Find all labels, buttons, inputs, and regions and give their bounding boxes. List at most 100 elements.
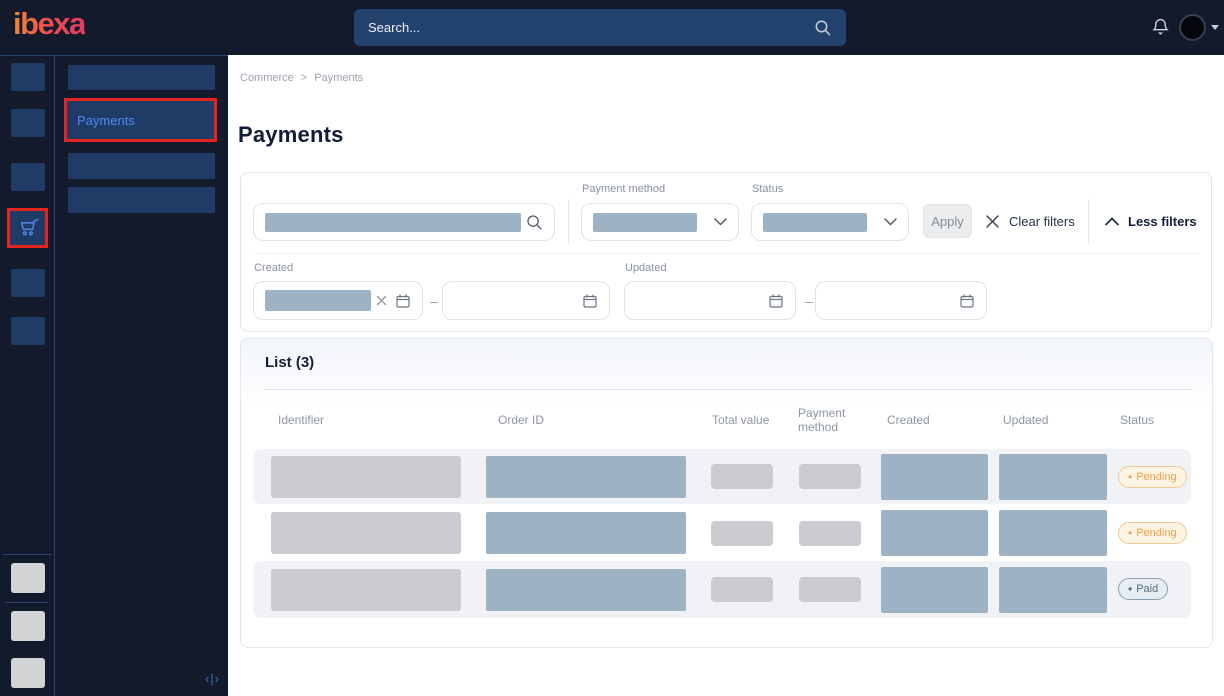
nav-icon-placeholder-3[interactable] <box>11 163 45 191</box>
updated-to-input[interactable] <box>815 281 987 320</box>
clear-filters-label: Clear filters <box>1009 213 1075 229</box>
redacted-created-from-value <box>265 290 371 311</box>
payment-method-select[interactable] <box>581 203 739 241</box>
payment-method-label: Payment method <box>582 183 666 195</box>
redacted-order-id <box>486 512 686 554</box>
column-header-created: Created <box>887 413 930 427</box>
created-to-input[interactable] <box>442 281 610 320</box>
chevron-up-icon <box>1105 216 1119 226</box>
less-filters-label: Less filters <box>1128 213 1197 229</box>
status-dot: • <box>1128 470 1133 484</box>
rail-bottom-button-2[interactable] <box>11 611 45 641</box>
menu-item-payments[interactable]: Payments <box>64 98 217 142</box>
chevron-down-icon <box>714 218 727 226</box>
nav-icon-placeholder-1[interactable] <box>11 63 45 91</box>
calendar-icon[interactable] <box>395 293 411 309</box>
filter-search-input[interactable] <box>253 203 555 241</box>
brand-logo[interactable]: ibexa <box>13 6 86 41</box>
redacted-total-value <box>711 521 773 546</box>
redacted-identifier <box>271 512 461 554</box>
redacted-payment-method <box>799 464 861 489</box>
calendar-icon[interactable] <box>768 293 784 309</box>
user-avatar[interactable] <box>1179 14 1206 41</box>
sidebar-collapse-icon: ‹|› <box>204 671 220 686</box>
redacted-updated <box>999 510 1107 556</box>
redacted-identifier <box>271 456 461 498</box>
payments-list-panel: List (3) Identifier Order ID Total value… <box>240 338 1213 648</box>
global-search[interactable] <box>354 9 846 46</box>
filter-divider-1 <box>568 199 569 243</box>
search-icon[interactable] <box>814 19 832 37</box>
clear-date-icon[interactable] <box>376 295 387 306</box>
column-header-total-value: Total value <box>712 413 770 427</box>
shopping-cart-icon <box>17 218 39 238</box>
filter-divider-2 <box>1088 199 1089 243</box>
commerce-nav-button[interactable] <box>7 208 48 248</box>
status-label: Pending <box>1136 471 1177 483</box>
status-dot: • <box>1128 526 1133 540</box>
list-heading: List (3) <box>265 354 315 371</box>
icon-rail <box>0 55 55 696</box>
column-header-identifier: Identifier <box>278 413 325 427</box>
nav-icon-placeholder-4[interactable] <box>11 269 45 297</box>
status-badge: • Pending <box>1118 522 1187 544</box>
status-badge: • Pending <box>1118 466 1187 488</box>
created-from-input[interactable] <box>253 281 423 320</box>
status-select[interactable] <box>751 203 909 241</box>
menu-item-placeholder-1[interactable] <box>68 65 215 90</box>
nav-icon-placeholder-5[interactable] <box>11 317 45 345</box>
redacted-payment-method-value <box>593 212 697 232</box>
caret-down-icon[interactable] <box>1211 25 1219 30</box>
column-header-payment-method: Payment method <box>798 406 846 434</box>
redacted-created <box>881 567 988 613</box>
payment-row[interactable]: • Paid <box>253 561 1191 618</box>
sidebar-collapse-button[interactable]: ‹|› <box>186 671 220 691</box>
page-title: Payments <box>238 122 344 147</box>
status-dot: • <box>1128 582 1133 596</box>
status-label: Pending <box>1136 527 1177 539</box>
nav-icon-placeholder-2[interactable] <box>11 109 45 137</box>
status-badge: • Paid <box>1118 578 1169 600</box>
status-label: Status <box>752 183 784 195</box>
payment-row[interactable]: • Pending <box>253 505 1191 561</box>
rail-divider-top <box>3 554 52 555</box>
bell-icon[interactable] <box>1150 17 1171 38</box>
column-header-status: Status <box>1120 413 1155 427</box>
menu-item-placeholder-3[interactable] <box>68 187 215 213</box>
redacted-updated <box>999 454 1107 500</box>
search-icon <box>526 214 543 231</box>
redacted-status-value <box>763 212 867 232</box>
list-divider <box>265 389 1191 390</box>
column-header-updated: Updated <box>1003 413 1049 427</box>
redacted-order-id <box>486 569 686 611</box>
column-header-order-id: Order ID <box>498 413 545 427</box>
close-icon <box>985 214 1000 229</box>
top-bar: ibexa <box>0 0 1224 55</box>
redacted-payment-method <box>799 577 861 602</box>
apply-button[interactable]: Apply <box>923 204 972 238</box>
updated-from-input[interactable] <box>624 281 796 320</box>
date-range-dash: – <box>430 292 438 309</box>
rail-bottom-button-3[interactable] <box>11 658 45 688</box>
redacted-created <box>881 454 988 500</box>
menu-item-payments-label: Payments <box>77 112 135 128</box>
redacted-payment-method <box>799 521 861 546</box>
breadcrumb-commerce[interactable]: Commerce <box>240 72 294 84</box>
redacted-total-value <box>711 577 773 602</box>
rail-bottom-button-1[interactable] <box>11 563 45 593</box>
redacted-identifier <box>271 569 461 611</box>
calendar-icon[interactable] <box>582 293 598 309</box>
less-filters-button[interactable]: Less filters <box>1105 204 1197 238</box>
global-search-input[interactable] <box>368 20 814 35</box>
redacted-search-value <box>265 212 521 232</box>
created-label: Created <box>254 262 294 274</box>
redacted-total-value <box>711 464 773 489</box>
menu-item-placeholder-2[interactable] <box>68 153 215 179</box>
breadcrumb-separator: > <box>300 72 308 84</box>
payment-row[interactable]: • Pending <box>253 449 1191 504</box>
calendar-icon[interactable] <box>959 293 975 309</box>
redacted-created <box>881 510 988 556</box>
clear-filters-button[interactable]: Clear filters <box>985 204 1075 238</box>
redacted-updated <box>999 567 1107 613</box>
redacted-order-id <box>486 456 686 498</box>
